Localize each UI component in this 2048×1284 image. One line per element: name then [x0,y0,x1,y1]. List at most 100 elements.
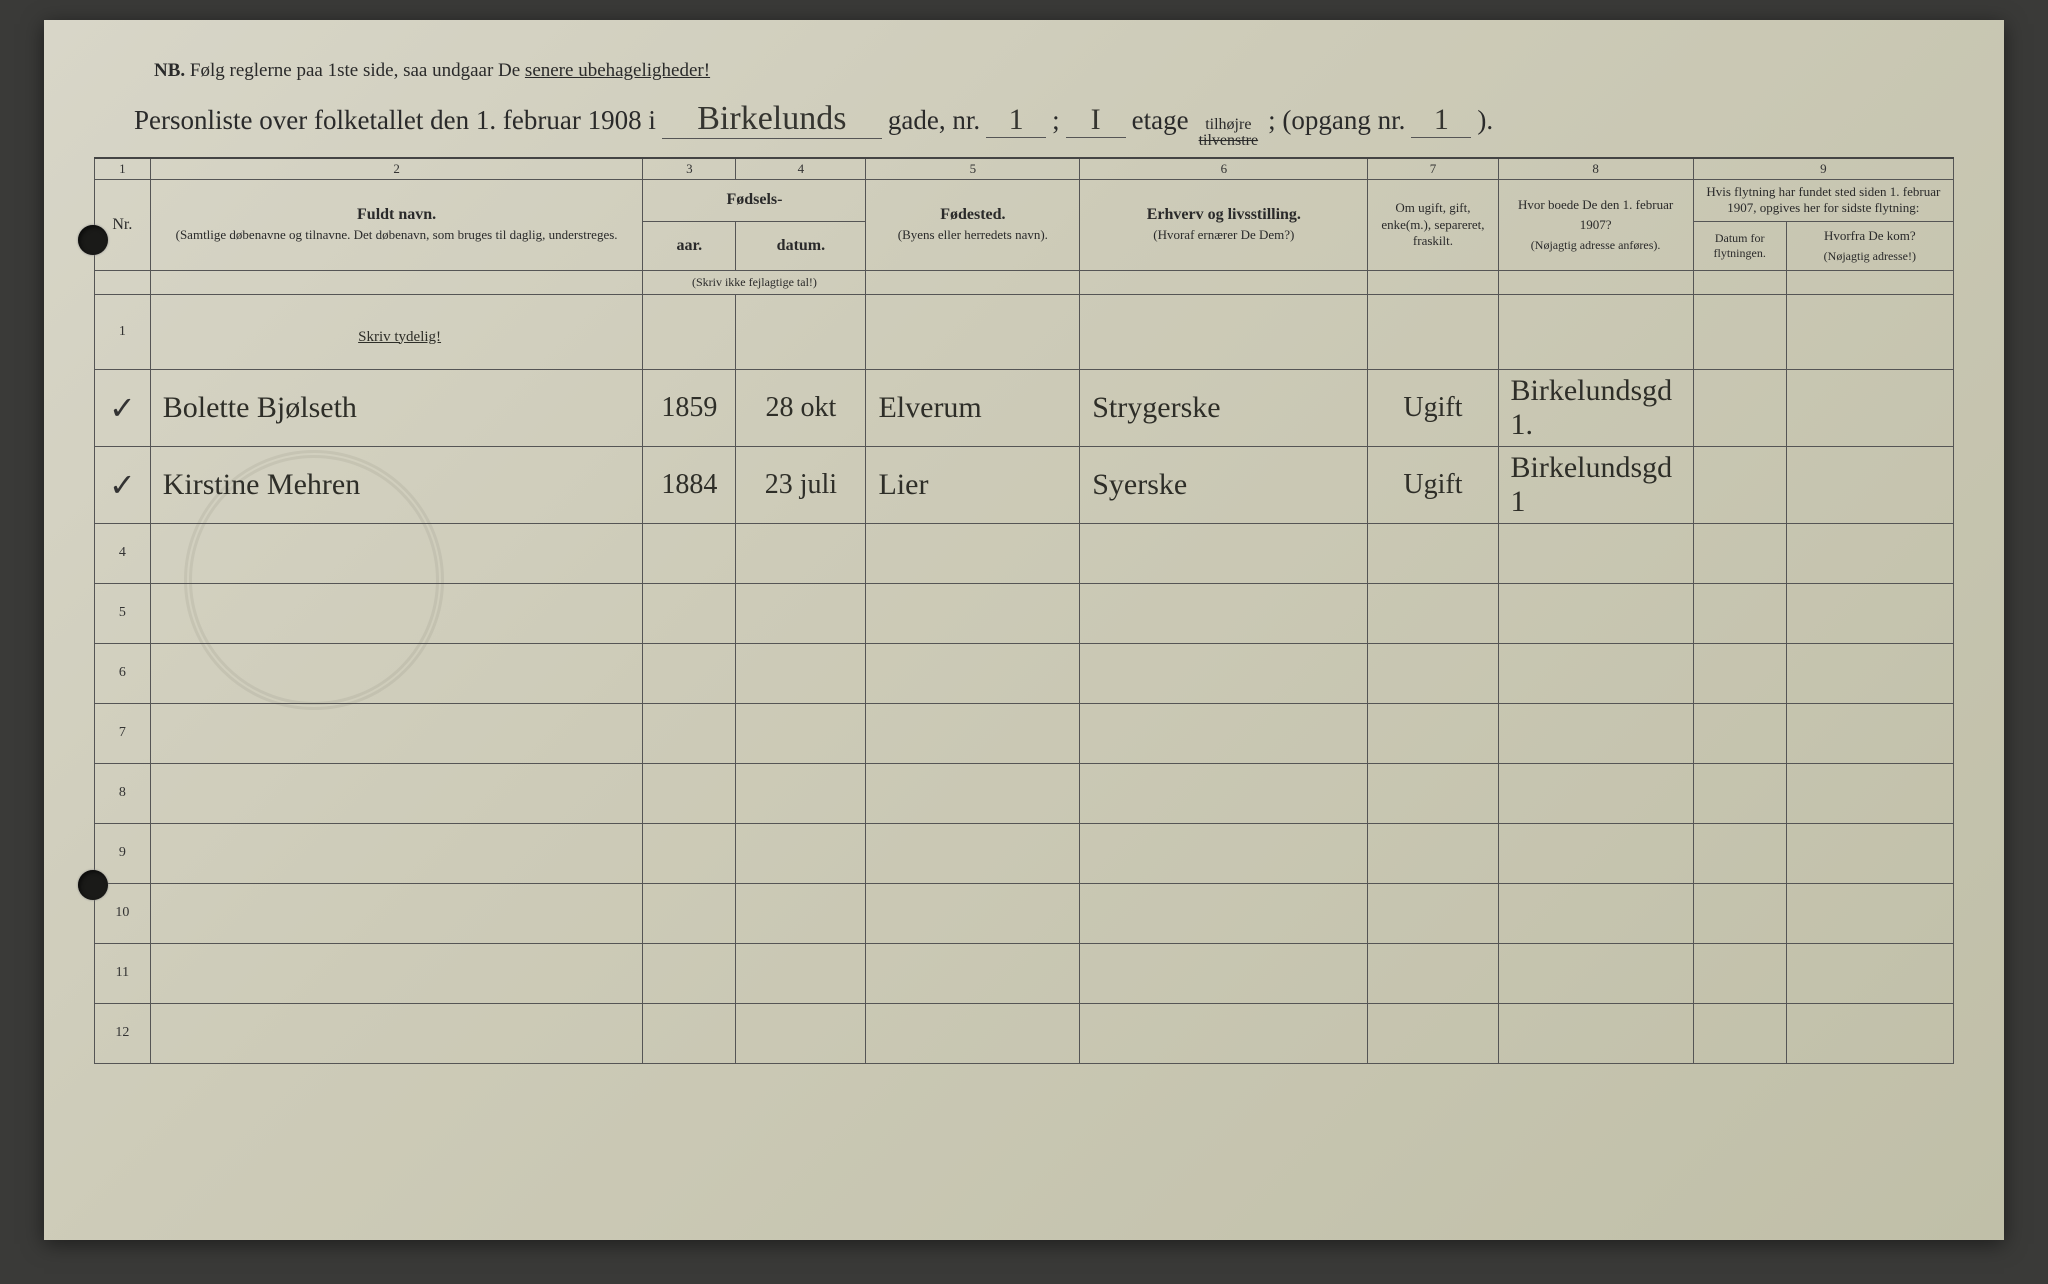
table-row: 11 [95,943,1954,1003]
hdr-erhverv: Erhverv og livsstilling. (Hvoraf ernærer… [1080,180,1368,271]
hdr-aar: aar. [643,221,736,270]
cell-year [643,523,736,583]
row-nr: 12 [95,1003,151,1063]
cell-addr1907: Birkelundsgd 1. [1498,369,1693,446]
cell-movefrom [1786,583,1953,643]
colnum: 6 [1080,158,1368,180]
title-line: Personliste over folketallet den 1. febr… [134,100,1954,149]
hdr-fodsels: Fødsels- [643,180,866,222]
cell-date [736,763,866,823]
blank [95,270,151,294]
cell-movefrom [1786,523,1953,583]
cell-movefrom [1786,883,1953,943]
cell-occupation [1080,823,1368,883]
cell-occupation: Syerske [1080,446,1368,523]
hdr-1907: Hvor boede De den 1. februar 1907? (Nøja… [1498,180,1693,271]
hdr-fodested-sub: (Byens eller herredets navn). [898,227,1048,242]
street-nr: 1 [986,103,1046,138]
row-checkmark: ✓ [101,466,144,504]
hdr-fodested: Fødested. (Byens eller herredets navn). [866,180,1080,271]
cell-date: 28 okt [736,369,866,446]
hdr-1907-sub: (Nøjagtig adresse anføres). [1531,238,1661,252]
cell-year [643,583,736,643]
cell-name [150,583,643,643]
nb-text-a: Følg reglerne paa 1ste side, saa undgaar… [190,60,525,81]
cell-movedate [1693,643,1786,703]
cell-occupation [1080,583,1368,643]
cell-movefrom [1786,643,1953,703]
cell-occupation: Strygerske [1080,369,1368,446]
hdr-erhverv-main: Erhverv og livsstilling. [1147,206,1301,223]
cell-movefrom [1786,446,1953,523]
row-nr: 7 [95,703,151,763]
row-nr: 8 [95,763,151,823]
table-row: 10 [95,883,1954,943]
cell-date [736,943,866,1003]
cell-addr1907 [1498,643,1693,703]
cell-addr1907: Birkelundsgd 1 [1498,446,1693,523]
cell-status: Ugift [1368,369,1498,446]
cell-year [643,883,736,943]
punch-hole [78,870,108,900]
cell-occupation [1080,883,1368,943]
cell-year: 1859 [643,369,736,446]
cell-name [150,643,643,703]
hdr-fodested-main: Fødested. [940,206,1005,223]
semicolon: ; [1052,105,1060,136]
cell-movefrom [1786,823,1953,883]
cell-movedate [1693,446,1786,523]
cell-date [736,703,866,763]
skriv-tydelig: Skriv tydelig! [358,329,441,345]
cell-status [1368,943,1498,1003]
hdr-fullname-sub: (Samtlige døbenavne og tilnavne. Det døb… [176,227,618,242]
cell-year [643,943,736,1003]
table-row: 12 [95,1003,1954,1063]
cell-movedate [1693,1003,1786,1063]
cell-occupation [1080,943,1368,1003]
floor-value: I [1066,103,1126,138]
cell-place [866,523,1080,583]
cell-year [643,1003,736,1063]
colnum: 5 [866,158,1080,180]
cell-movedate [1693,294,1786,369]
cell-addr1907 [1498,883,1693,943]
colnum: 2 [150,158,643,180]
cell-movefrom [1786,943,1953,1003]
cell-date [736,823,866,883]
cell-occupation [1080,643,1368,703]
cell-name: Bolette Bjølseth [150,369,643,446]
nb-prefix: NB. [154,60,185,81]
hdr-aar-sub: (Skriv ikke fejlagtige tal!) [643,270,866,294]
hdr-move-from-sub: (Nøjagtig adresse!) [1824,249,1916,263]
cell-movefrom [1786,369,1953,446]
title-lead: Personliste over folketallet den 1. febr… [134,105,656,136]
hdr-fullname-main: Fuldt navn. [357,206,436,223]
cell-status [1368,1003,1498,1063]
cell-place [866,703,1080,763]
cell-occupation [1080,703,1368,763]
cell-addr1907 [1498,294,1693,369]
table-row: 1Skriv tydelig! [95,294,1954,369]
cell-year [643,763,736,823]
hdr-1907-main: Hvor boede De den 1. februar 1907? [1518,197,1673,232]
cell-name [150,943,643,1003]
opgang-label: ; (opgang nr. [1268,105,1405,136]
cell-status [1368,643,1498,703]
cell-name: Skriv tydelig! [150,294,643,369]
nb-warning: NB. Følg reglerne paa 1ste side, saa und… [154,60,1954,82]
cell-year: 1884 [643,446,736,523]
hdr-move-from: Hvorfra De kom? (Nøjagtig adresse!) [1786,221,1953,270]
cell-movedate [1693,583,1786,643]
cell-name [150,1003,643,1063]
cell-name [150,523,643,583]
cell-year [643,823,736,883]
cell-date [736,583,866,643]
colnum: 7 [1368,158,1498,180]
cell-movedate [1693,369,1786,446]
cell-occupation [1080,523,1368,583]
hdr-fullname: Fuldt navn. (Samtlige døbenavne og tilna… [150,180,643,271]
row-checkmark: ✓ [101,389,144,427]
cell-movefrom [1786,703,1953,763]
punch-hole [78,225,108,255]
cell-status [1368,703,1498,763]
